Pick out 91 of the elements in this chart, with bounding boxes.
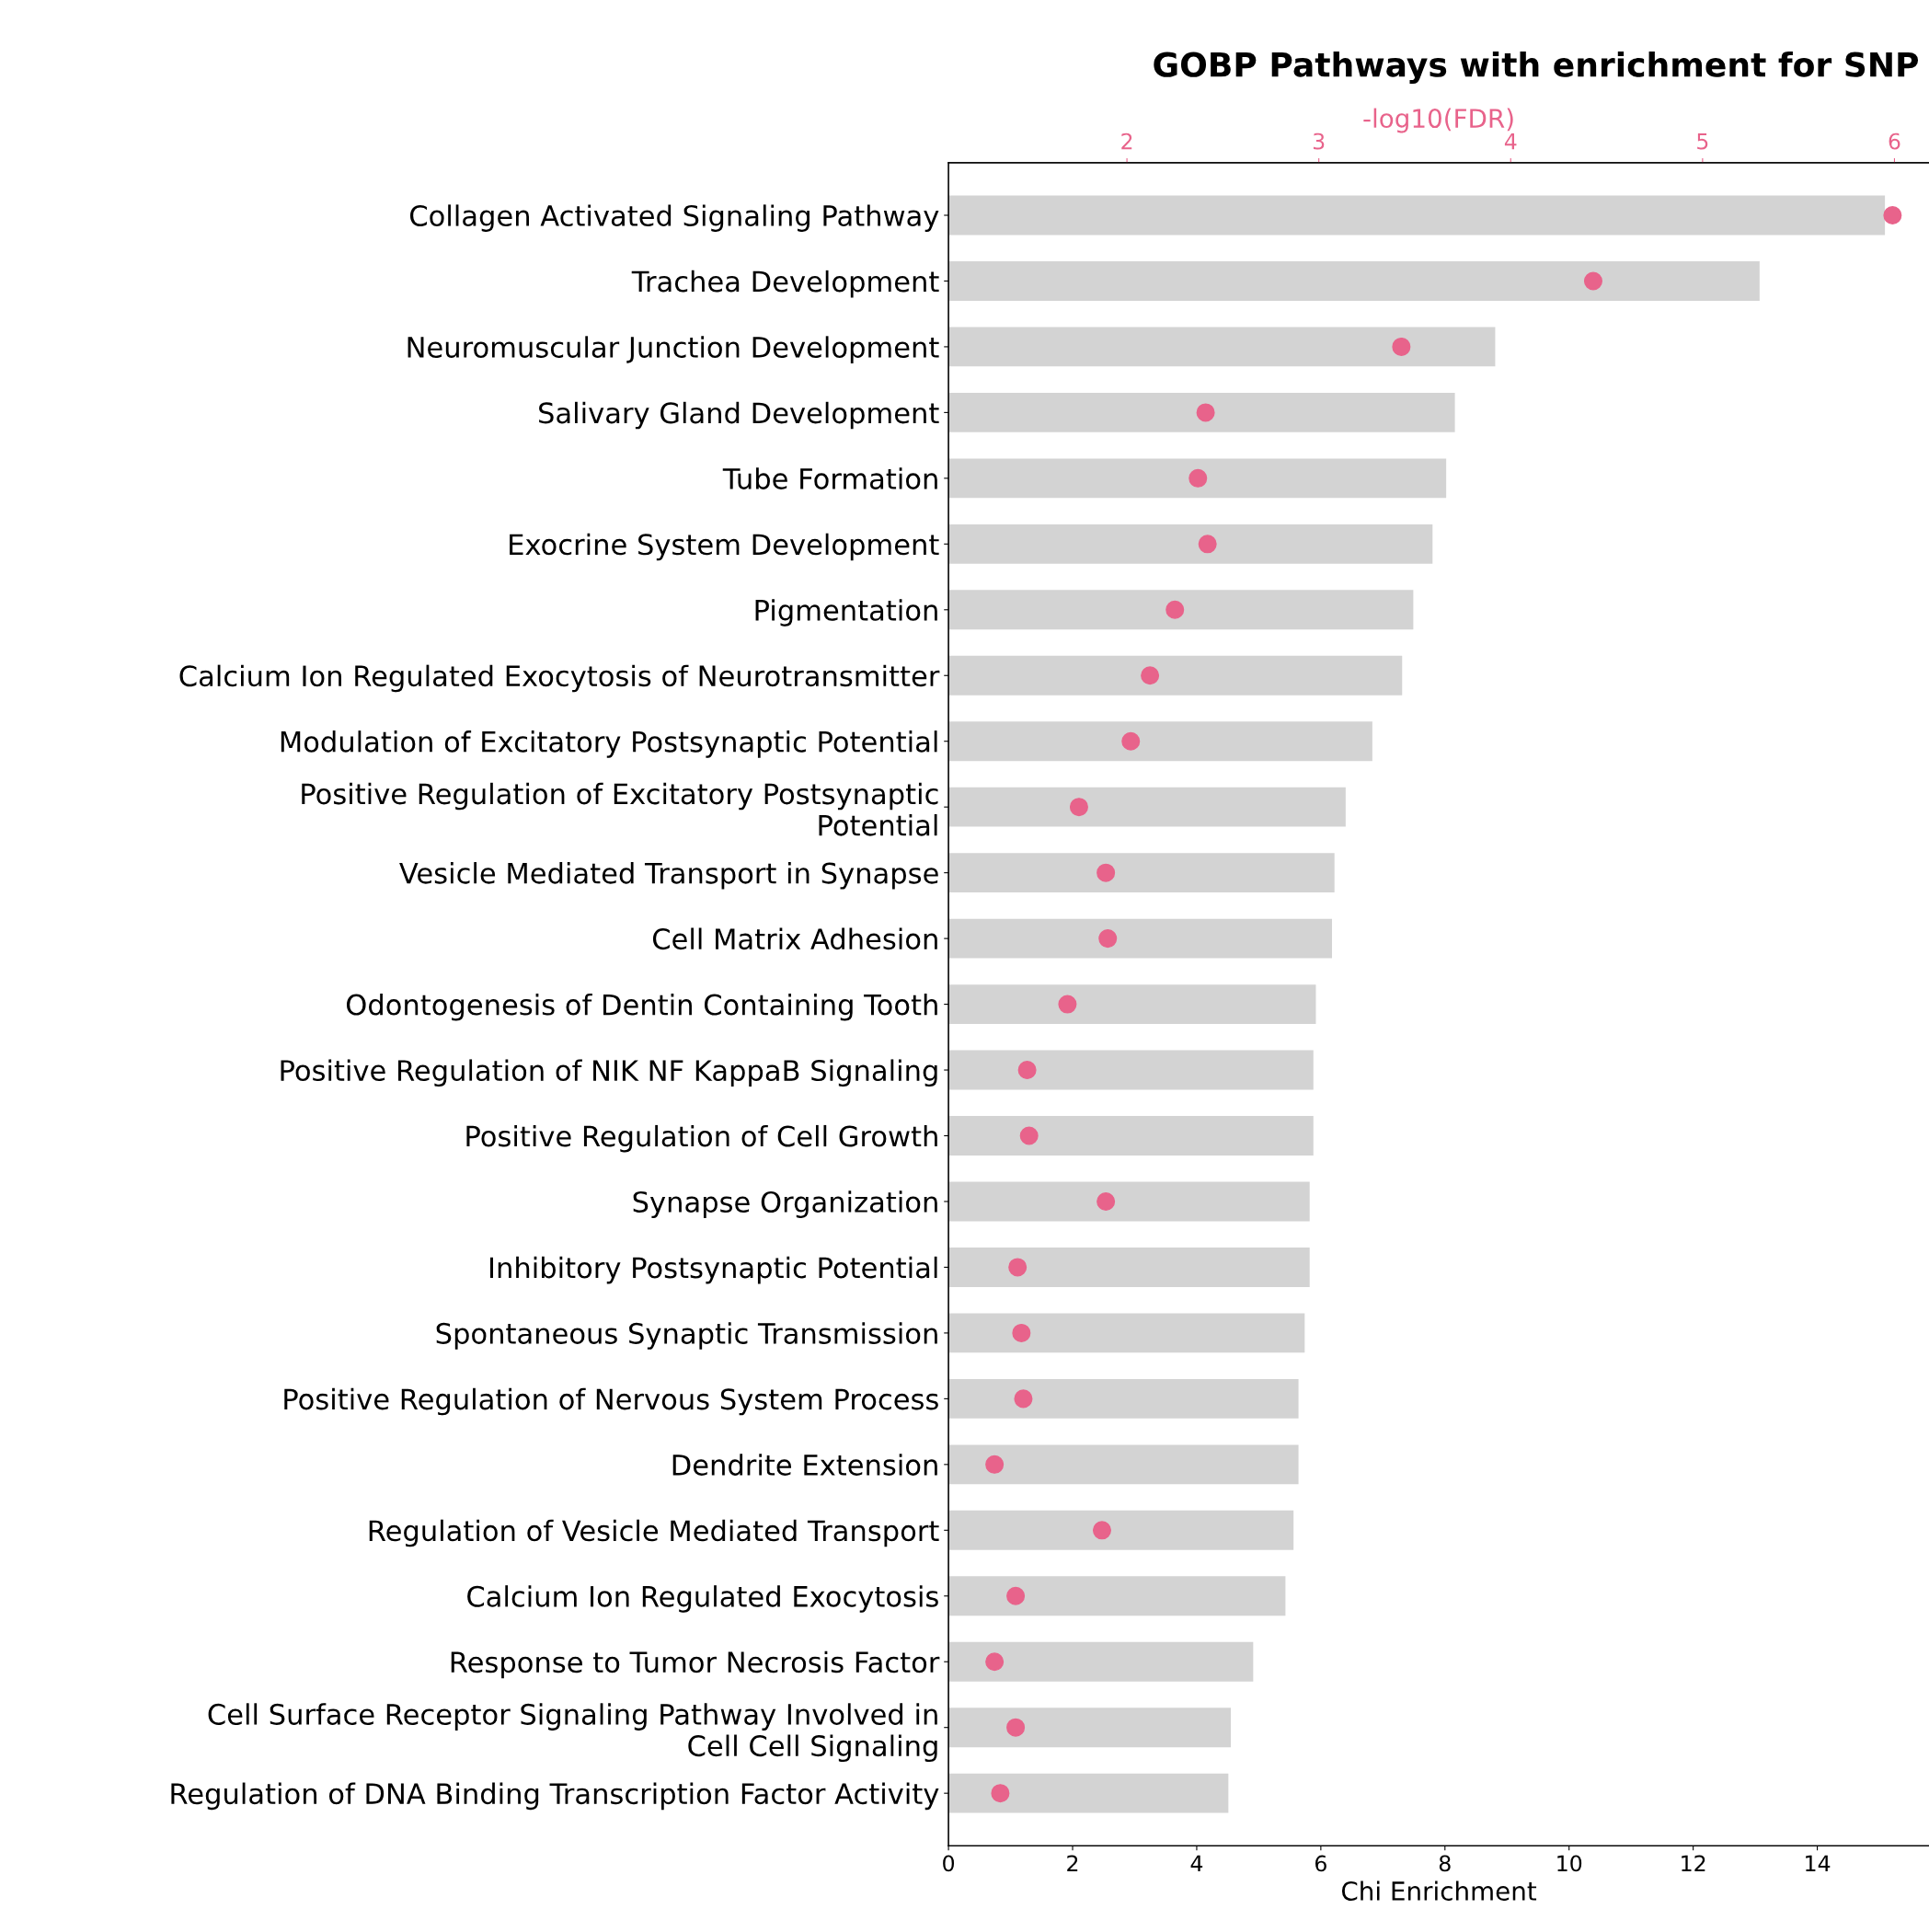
point — [1058, 995, 1077, 1014]
bar — [948, 1248, 1310, 1287]
chart-title: GOBP Pathways with enrichment for SNP — [1154, 51, 1919, 85]
point — [1883, 205, 1902, 225]
point — [1098, 929, 1118, 949]
y-tick-label: Neuromuscular Junction Development — [408, 336, 939, 363]
point — [1188, 468, 1208, 488]
bar — [948, 458, 1447, 499]
bar — [948, 1773, 1229, 1813]
x-tick-label: 14 — [1806, 1855, 1831, 1871]
y-tick-label: Calcium Ion Regulated Exocytosis — [467, 1585, 938, 1613]
y-tick-label: Response to Tumor Necrosis Factor — [451, 1650, 940, 1679]
bar — [948, 918, 1333, 959]
bar — [948, 853, 1335, 893]
bar — [948, 261, 1760, 301]
point — [1392, 337, 1411, 356]
point — [985, 1455, 1005, 1474]
y-tick-label: Spontaneous Synaptic Transmission — [436, 1322, 937, 1350]
point — [1141, 666, 1160, 685]
y-tick-label: Synapse Organization — [633, 1190, 937, 1218]
y-tick-label: Trachea Development — [631, 270, 939, 298]
x2-tick-label: 4 — [1504, 132, 1517, 150]
point — [1006, 1718, 1026, 1737]
point — [991, 1784, 1010, 1803]
point — [1097, 863, 1116, 882]
bar — [948, 721, 1372, 762]
x2-tick-label: 6 — [1889, 132, 1900, 150]
bar — [948, 590, 1414, 630]
y-tick-label: Tube Formation — [722, 467, 937, 489]
x-axis-title: Chi Enrichment — [1341, 1880, 1537, 1901]
bar — [948, 1641, 1254, 1682]
bar — [948, 1510, 1294, 1550]
x-tick-label: 2 — [1067, 1855, 1078, 1871]
point — [1006, 1586, 1026, 1605]
x2-tick-label: 2 — [1121, 132, 1132, 150]
point — [1583, 271, 1602, 291]
x-tick-label: 10 — [1557, 1855, 1582, 1872]
bar — [948, 1378, 1299, 1419]
y-tick-label: Collagen Activated Signaling Pathway — [410, 204, 939, 232]
x-tick-label: 6 — [1315, 1855, 1326, 1872]
point — [1008, 1258, 1028, 1277]
bar — [948, 523, 1433, 564]
y-tick-label: Regulation of DNA Binding Transcription Factor Activity — [171, 1782, 939, 1811]
bar — [948, 195, 1886, 236]
y-tick-label: Regulation of Vesicle Mediated Transport — [369, 1519, 939, 1547]
x2-axis-title: -log10(FDR) — [1363, 108, 1513, 133]
y-tick-label: Salivary Gland Development — [539, 401, 939, 430]
y-tick-label: Dendrite Extension — [672, 1454, 937, 1476]
x-tick-label: 8 — [1439, 1855, 1451, 1872]
point — [1017, 1061, 1037, 1080]
bar — [948, 787, 1346, 827]
point — [1019, 1126, 1039, 1145]
x2-tick-label: 5 — [1697, 132, 1708, 150]
bar — [948, 1313, 1305, 1353]
x2-tick-label: 3 — [1313, 132, 1325, 150]
y-tick-label: Positive Regulation of NIK NF KappaB Signaling — [281, 1059, 937, 1087]
y-tick-label: Odontogenesis of Dentin Containing Tooth — [346, 993, 937, 1021]
y-tick-label: Pigmentation — [755, 599, 937, 627]
point — [1165, 600, 1185, 619]
x-tick-label: 12 — [1682, 1855, 1705, 1871]
bar — [948, 655, 1403, 696]
point — [1097, 1191, 1116, 1211]
bar — [948, 984, 1316, 1025]
bar — [948, 1576, 1286, 1616]
bar — [948, 392, 1455, 432]
point — [1012, 1323, 1031, 1342]
y-tick-label: Inhibitory Postsynaptic Potential — [490, 1256, 937, 1284]
bar — [948, 1116, 1314, 1156]
bar — [948, 1050, 1314, 1090]
bar — [948, 1708, 1232, 1748]
y-tick-label: Vesicle Mediated Transport in Synapse — [399, 862, 938, 890]
y-tick-label: Cell Surface Receptor Signaling Pathway Involved in Cell Cell Signaling — [208, 1703, 937, 1763]
point — [1092, 1521, 1111, 1540]
point — [1069, 798, 1088, 817]
y-tick-label: Exocrine System Development — [510, 533, 939, 561]
y-tick-label: Calcium Ion Regulated Exocytosis of Neurotransmitter — [179, 664, 940, 693]
y-tick-label: Cell Matrix Adhesion — [652, 927, 937, 950]
point — [985, 1652, 1005, 1672]
y-tick-label: Modulation of Excitatory Postsynaptic Potential — [281, 730, 937, 758]
y-tick-label: Positive Regulation of Excitatory Postsynaptic Potential — [302, 782, 938, 836]
bar — [948, 327, 1496, 367]
point — [1014, 1389, 1033, 1409]
x-tick-label: 4 — [1190, 1855, 1203, 1871]
bar — [948, 1181, 1310, 1222]
point — [1196, 403, 1215, 422]
x-tick-label: 0 — [943, 1855, 955, 1872]
y-tick-label: Positive Regulation of Cell Growth — [466, 1124, 937, 1153]
bar — [948, 1444, 1299, 1485]
point — [1121, 731, 1141, 751]
y-tick-label: Positive Regulation of Nervous System Process — [284, 1387, 938, 1416]
point — [1198, 535, 1217, 554]
